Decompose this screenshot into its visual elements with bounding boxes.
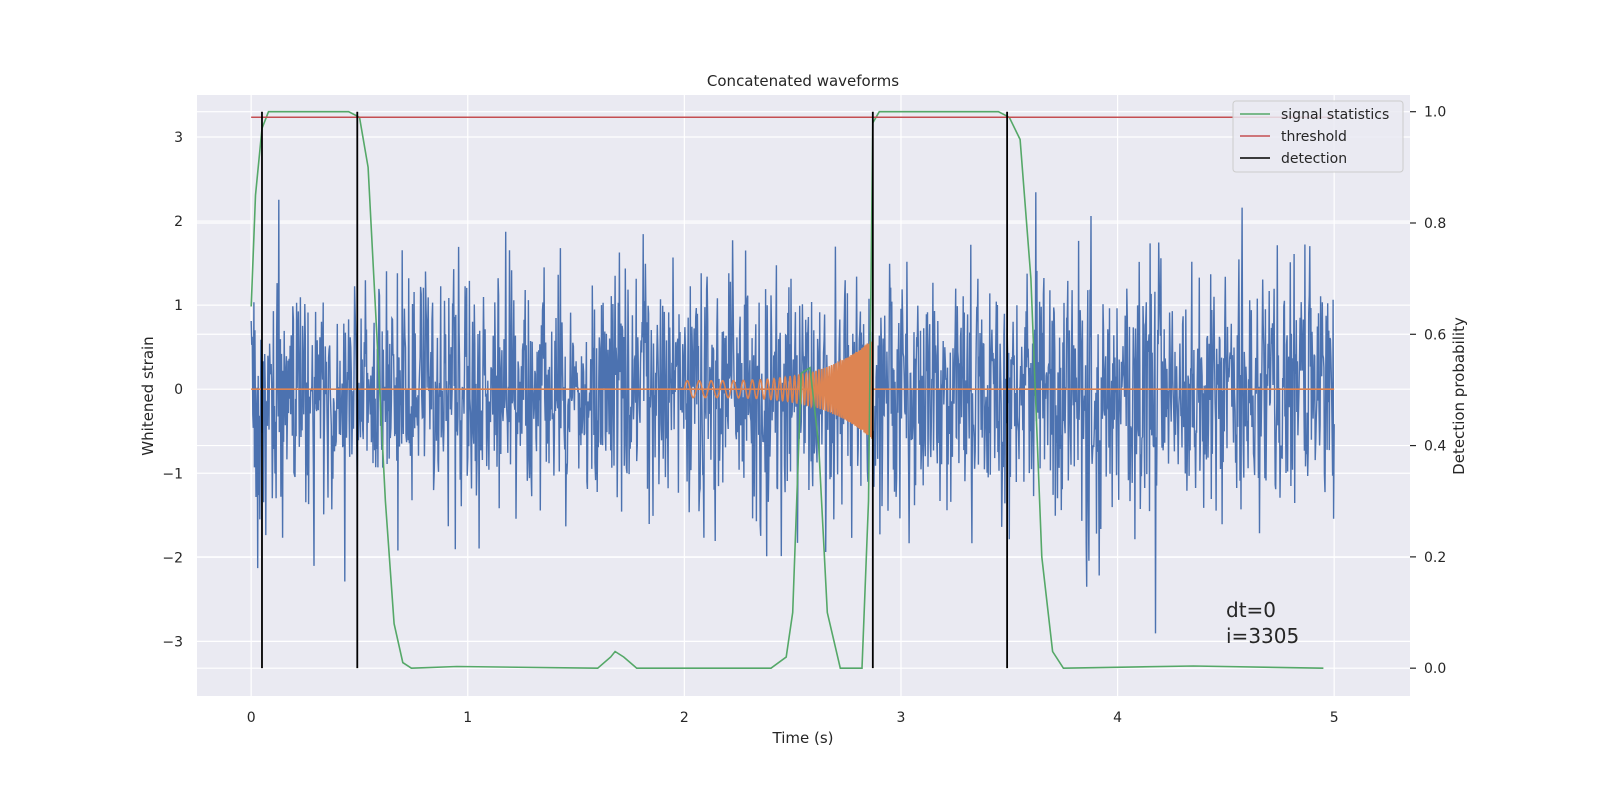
x-tick-label-1: 1: [463, 710, 472, 726]
annotation-dt: dt=0: [1226, 598, 1276, 622]
y-tick-label-0: −3: [162, 634, 183, 650]
series-whitened-strain: [250, 192, 1335, 634]
x-tick-label-4: 4: [1113, 710, 1122, 726]
annotation-dt-text: dt=0: [1226, 598, 1276, 622]
y-right-tick-label-2: 0.4: [1424, 439, 1446, 455]
y-right-tick-label-0: 0.0: [1424, 661, 1446, 677]
legend-label-threshold: threshold: [1281, 129, 1347, 145]
y-tick-label-5: 2: [174, 214, 183, 230]
x-tick-label-2: 2: [680, 710, 689, 726]
y-right-tick-label-1: 0.2: [1424, 550, 1446, 566]
y-right-tick-label-4: 0.8: [1424, 216, 1446, 232]
x-tick-label-0: 0: [247, 710, 256, 726]
legend-label-signal-statistics: signal statistics: [1281, 107, 1389, 123]
legend-box: [1232, 100, 1404, 173]
y-right-tick-label-3: 0.6: [1424, 327, 1446, 343]
legend: signal statistics threshold detection: [1232, 100, 1404, 173]
annotation-i: i=3305: [1226, 624, 1299, 648]
y-tick-label-1: −2: [162, 550, 183, 566]
series-layer: [250, 110, 1335, 670]
y-tick-label-4: 1: [174, 298, 183, 314]
y-axis-label: Whitened strain: [139, 336, 157, 455]
x-tick-label-5: 5: [1330, 710, 1339, 726]
series-signal-statistics: [250, 110, 1324, 670]
y-right-tick-label-5: 1.0: [1424, 105, 1446, 121]
x-axis-label: Time (s): [772, 729, 834, 747]
chart-title: Concatenated waveforms: [707, 72, 899, 90]
y-tick-label-3: 0: [174, 382, 183, 398]
ticks: 0 1 2 3 4 5 −3 −2 −1 0 1 2 3 0.0 0.2 0.4 0.6 0.8 1.0: [162, 105, 1446, 726]
y-tick-label-2: −1: [162, 466, 183, 482]
series-chirp-waveform: [683, 341, 874, 439]
y-tick-label-6: 3: [174, 130, 183, 146]
annotation-i-text: i=3305: [1226, 624, 1299, 648]
x-tick-label-3: 3: [897, 710, 906, 726]
y-right-axis-label: Detection probability: [1450, 317, 1468, 475]
legend-label-detection: detection: [1281, 151, 1347, 167]
